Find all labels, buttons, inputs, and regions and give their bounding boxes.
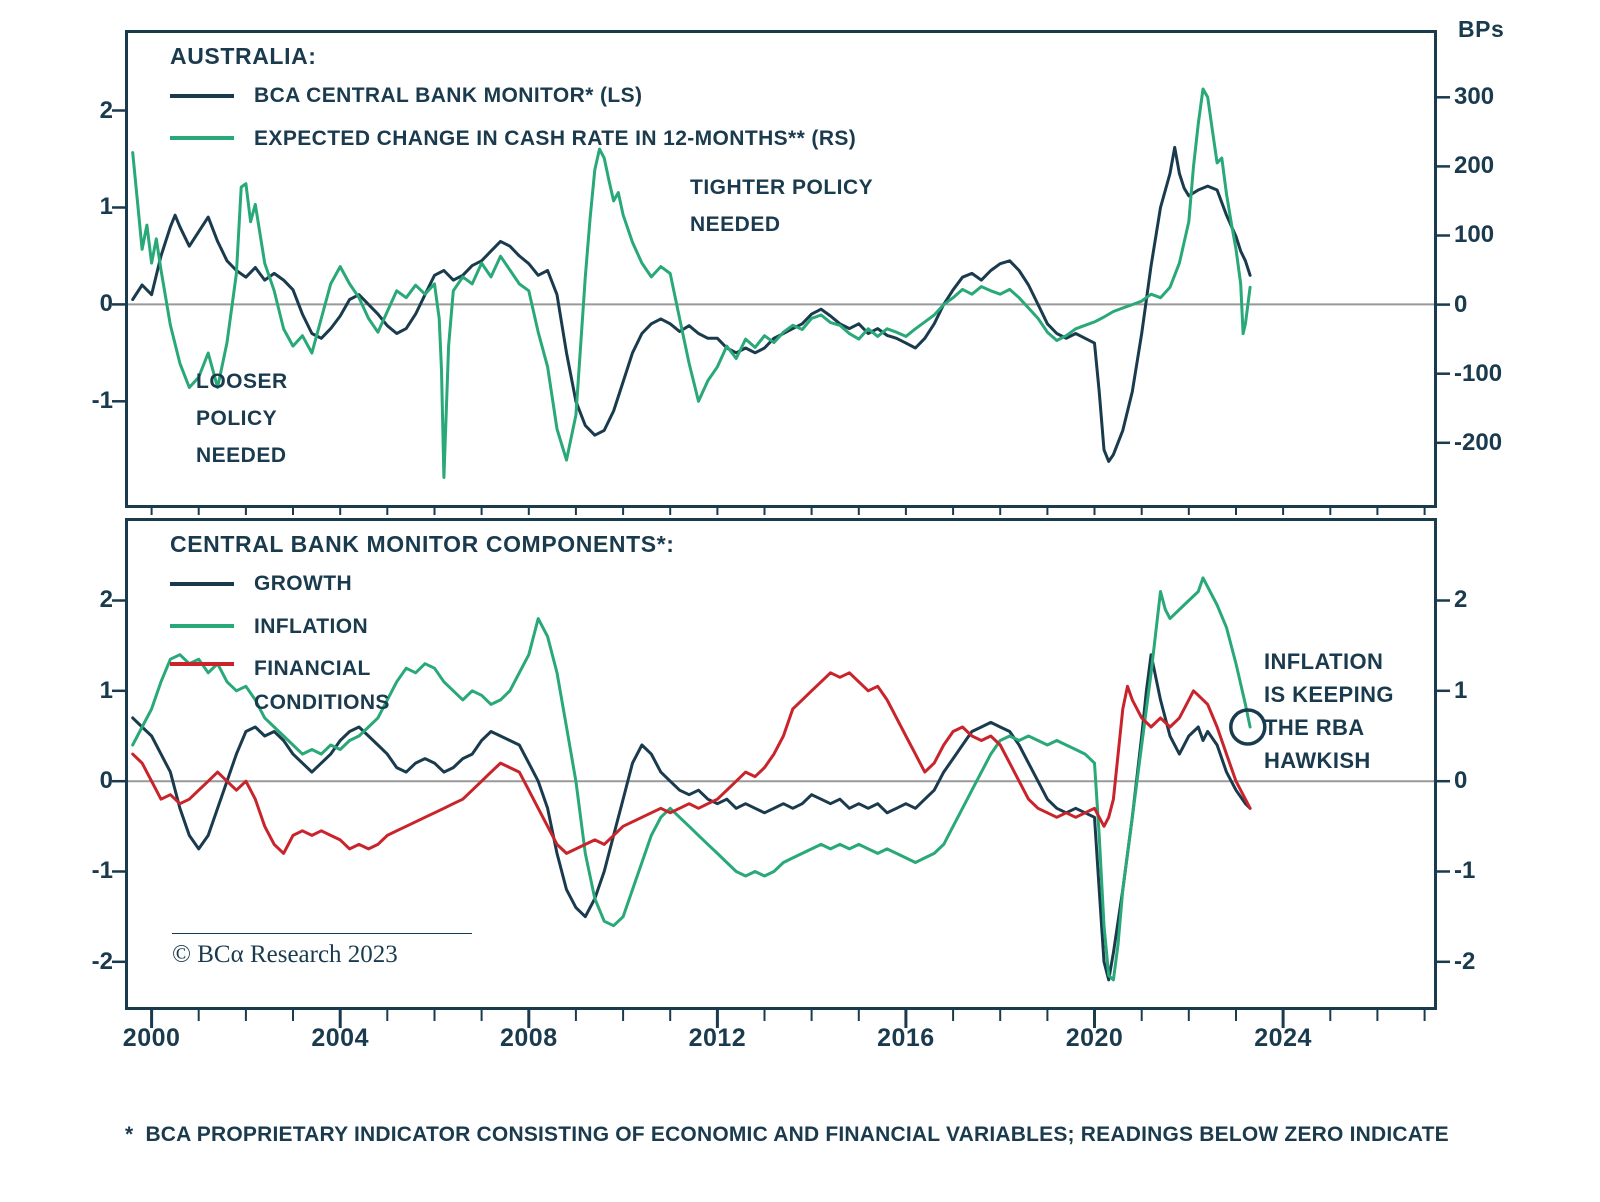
bottom-left-axis-labels: 2 1 0 -1 -2 — [52, 521, 113, 1007]
top-right-axis-labels: 300 200 100 0 -100 -200 — [1454, 33, 1549, 505]
financial-conditions-line-swatch — [170, 662, 234, 667]
tighter-policy-line-1: TIGHTER POLICY — [690, 176, 874, 199]
looser-policy-line-1: LOOSER — [196, 370, 288, 393]
x-axis-label: 2024 — [1254, 1024, 1312, 1052]
axis-tick-label: 1 — [99, 676, 113, 704]
growth-line-swatch — [170, 581, 234, 586]
top-chart — [128, 87, 1434, 479]
financial-conditions-legend-label: FINANCIAL CONDITIONS — [254, 657, 390, 714]
axis-tick-label: 1 — [99, 193, 113, 221]
axis-tick-label: -2 — [1454, 947, 1476, 975]
axis-tick-label: -1 — [1454, 857, 1476, 885]
looser-policy-line-2: POLICY — [196, 407, 278, 430]
footnote-1: * BCA PROPRIETARY INDICATOR CONSISTING O… — [125, 1123, 1449, 1146]
footnotes: * BCA PROPRIETARY INDICATOR CONSISTING O… — [125, 1060, 1565, 1202]
x-axis-label: 2012 — [688, 1024, 747, 1052]
tighter-policy-line-2: NEEDED — [690, 213, 781, 236]
axis-tick-label: -200 — [1454, 428, 1503, 456]
legend-entry-financial-conditions: FINANCIAL CONDITIONS — [170, 652, 675, 719]
axis-tick-label: 200 — [1454, 152, 1495, 180]
x-axis-label: 2000 — [122, 1024, 181, 1052]
looser-policy-annotation: LOOSER POLICY NEEDED — [196, 363, 288, 474]
cash-rate-line-swatch — [170, 136, 234, 141]
x-axis-label: 2008 — [499, 1024, 558, 1052]
axis-tick-label: 1 — [1454, 676, 1468, 704]
growth-legend-label: GROWTH — [254, 572, 353, 595]
axis-tick-label: 2 — [99, 586, 113, 614]
inflation-legend-label: INFLATION — [254, 614, 369, 638]
axis-tick-label: -2 — [91, 947, 113, 975]
bottom-panel: CENTRAL BANK MONITOR COMPONENTS*: GROWTH… — [125, 518, 1437, 1010]
monitor-line-swatch — [170, 93, 234, 98]
axis-tick-label: 300 — [1454, 83, 1495, 111]
axis-tick-label: 100 — [1454, 221, 1495, 249]
hawkish-line-1: INFLATION — [1264, 649, 1384, 674]
top-panel: AUSTRALIA: BCA CENTRAL BANK MONITOR* (LS… — [125, 30, 1437, 508]
axis-tick-label: 2 — [1454, 586, 1468, 614]
looser-policy-line-3: NEEDED — [196, 444, 287, 467]
top-left-axis-labels: 2 1 0 -1 — [52, 33, 113, 505]
axis-tick-label: -100 — [1454, 359, 1503, 387]
hawkish-line-4: HAWKISH — [1264, 748, 1371, 773]
axis-tick-label: 0 — [99, 290, 113, 318]
inflation-line-swatch — [170, 624, 234, 629]
axis-tick-label: 0 — [99, 767, 113, 795]
monitor-legend-label: BCA CENTRAL BANK MONITOR* (LS) — [254, 84, 643, 107]
tighter-policy-annotation: TIGHTER POLICY NEEDED — [690, 169, 873, 243]
copyright: © BCα Research 2023 — [172, 933, 472, 969]
legend-entry-monitor: BCA CENTRAL BANK MONITOR* (LS) — [170, 79, 856, 113]
bottom-legend: CENTRAL BANK MONITOR COMPONENTS*: GROWTH… — [170, 531, 675, 719]
cash-rate-legend-label: EXPECTED CHANGE IN CASH RATE IN 12-MONTH… — [254, 126, 857, 150]
axis-tick-label: 0 — [1454, 767, 1468, 795]
top-panel-title: AUSTRALIA: — [170, 43, 317, 69]
x-axis-label: 2020 — [1065, 1024, 1124, 1052]
bottom-chart — [128, 576, 1434, 982]
axis-tick-label: -1 — [91, 387, 113, 415]
axis-tick-label: 0 — [1454, 290, 1468, 318]
hawkish-line-2: IS KEEPING — [1264, 682, 1394, 707]
bottom-panel-title: CENTRAL BANK MONITOR COMPONENTS*: — [170, 531, 675, 557]
hawkish-annotation: INFLATION IS KEEPING THE RBA HAWKISH — [1264, 645, 1394, 777]
x-axis-label: 2016 — [877, 1024, 935, 1052]
top-legend: AUSTRALIA: BCA CENTRAL BANK MONITOR* (LS… — [170, 43, 856, 155]
bps-unit-label: BPs — [1458, 16, 1505, 42]
bottom-right-axis-labels: 2 1 0 -1 -2 — [1454, 521, 1549, 1007]
legend-entry-cash-rate: EXPECTED CHANGE IN CASH RATE IN 12-MONTH… — [170, 122, 856, 156]
legend-entry-growth: GROWTH — [170, 567, 675, 601]
axis-tick-label: -1 — [91, 857, 113, 885]
x-axis-label: 2004 — [311, 1024, 369, 1052]
axis-tick-label: 2 — [99, 96, 113, 124]
x-axis-labels: 2000 2004 2008 2012 2016 2020 2024 — [123, 1024, 1434, 1060]
hawkish-line-3: THE RBA — [1264, 715, 1365, 740]
legend-entry-inflation: INFLATION — [170, 610, 675, 644]
